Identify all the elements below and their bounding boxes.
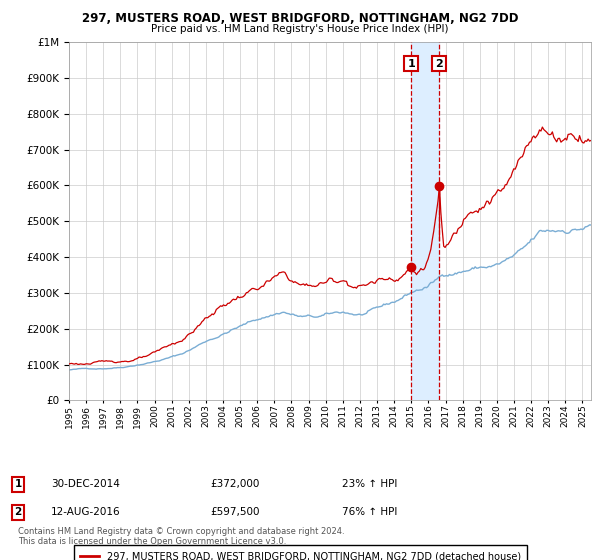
Legend: 297, MUSTERS ROAD, WEST BRIDGFORD, NOTTINGHAM, NG2 7DD (detached house), HPI: Av: 297, MUSTERS ROAD, WEST BRIDGFORD, NOTTI… — [74, 545, 527, 560]
Text: Price paid vs. HM Land Registry's House Price Index (HPI): Price paid vs. HM Land Registry's House … — [151, 24, 449, 34]
Text: £372,000: £372,000 — [210, 479, 259, 489]
Text: 2: 2 — [14, 507, 22, 517]
Text: Contains HM Land Registry data © Crown copyright and database right 2024.
This d: Contains HM Land Registry data © Crown c… — [18, 526, 344, 546]
Text: 1: 1 — [407, 58, 415, 68]
Text: 2: 2 — [435, 58, 443, 68]
Text: 12-AUG-2016: 12-AUG-2016 — [51, 507, 121, 517]
Text: 23% ↑ HPI: 23% ↑ HPI — [342, 479, 397, 489]
Text: 1: 1 — [14, 479, 22, 489]
Text: 30-DEC-2014: 30-DEC-2014 — [51, 479, 120, 489]
Text: 297, MUSTERS ROAD, WEST BRIDGFORD, NOTTINGHAM, NG2 7DD: 297, MUSTERS ROAD, WEST BRIDGFORD, NOTTI… — [82, 12, 518, 25]
Text: £597,500: £597,500 — [210, 507, 260, 517]
Text: 76% ↑ HPI: 76% ↑ HPI — [342, 507, 397, 517]
Bar — [411, 42, 439, 400]
